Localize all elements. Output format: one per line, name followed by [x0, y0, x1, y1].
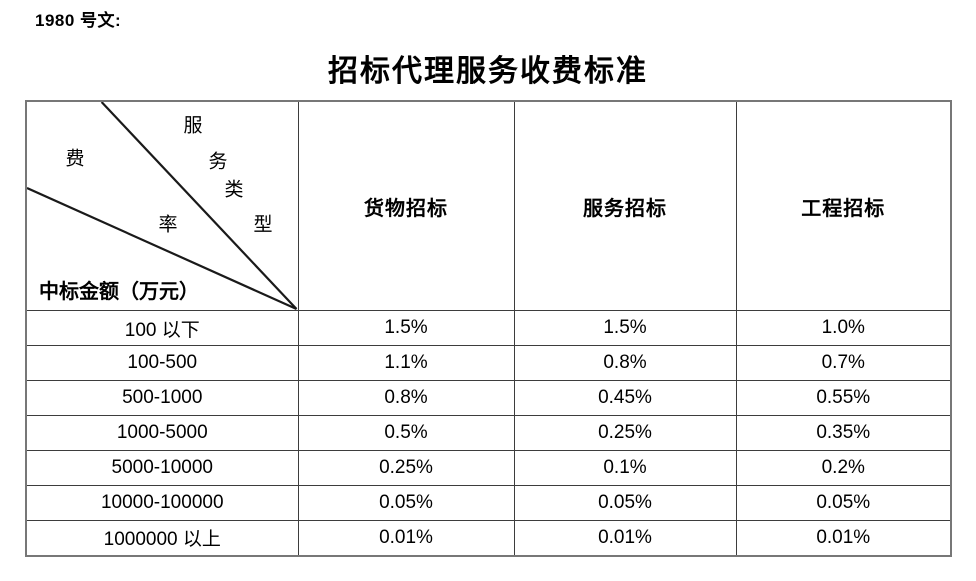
- corner-char-fee-1: 费: [65, 148, 85, 170]
- fee-cell: 0.01%: [297, 520, 515, 556]
- corner-char-service-4: 型: [253, 214, 273, 236]
- table-row: 100-500 1.1% 0.8% 0.7%: [25, 345, 952, 381]
- table-row: 500-1000 0.8% 0.45% 0.55%: [25, 380, 952, 416]
- fee-cell: 0.8%: [297, 380, 515, 416]
- row-label: 1000-5000: [25, 415, 299, 451]
- table-row: 1000-5000 0.5% 0.25% 0.35%: [25, 415, 952, 451]
- fee-cell: 0.1%: [513, 450, 737, 486]
- row-axis-label: 中标金额（万元）: [39, 281, 199, 303]
- corner-char-service-2: 务: [208, 151, 228, 173]
- row-label: 10000-100000: [25, 485, 299, 521]
- fee-cell: 0.55%: [735, 380, 952, 416]
- column-header-service: 服务招标: [513, 100, 737, 311]
- table-row: 5000-10000 0.25% 0.1% 0.2%: [25, 450, 952, 486]
- column-header-engineering: 工程招标: [735, 100, 952, 311]
- table-row: 100 以下 1.5% 1.5% 1.0%: [25, 310, 952, 346]
- fee-cell: 0.8%: [513, 345, 737, 381]
- fee-cell: 0.25%: [297, 450, 515, 486]
- table-row: 10000-100000 0.05% 0.05% 0.05%: [25, 485, 952, 521]
- row-label: 100 以下: [25, 310, 299, 346]
- corner-char-service-3: 类: [224, 179, 244, 201]
- row-label: 1000000 以上: [25, 520, 299, 556]
- fee-cell: 0.25%: [513, 415, 737, 451]
- row-label: 500-1000: [25, 380, 299, 416]
- fee-cell: 1.0%: [735, 310, 952, 346]
- diagonal-corner-cell: 服 务 类 型 费 率 中标金额（万元）: [25, 100, 299, 311]
- fee-cell: 0.45%: [513, 380, 737, 416]
- fee-cell: 1.5%: [513, 310, 737, 346]
- fee-cell: 0.35%: [735, 415, 952, 451]
- row-label: 5000-10000: [25, 450, 299, 486]
- doc-ref-label: 1980 号文:: [35, 11, 122, 30]
- fee-cell: 0.05%: [297, 485, 515, 521]
- page-title: 招标代理服务收费标准: [328, 55, 648, 88]
- corner-char-fee-2: 率: [158, 214, 178, 236]
- fee-cell: 1.5%: [297, 310, 515, 346]
- fee-cell: 0.01%: [513, 520, 737, 556]
- fee-cell: 0.01%: [735, 520, 952, 556]
- fee-cell: 0.2%: [735, 450, 952, 486]
- row-label: 100-500: [25, 345, 299, 381]
- fee-cell: 0.5%: [297, 415, 515, 451]
- fee-cell: 0.05%: [735, 485, 952, 521]
- fee-cell: 0.7%: [735, 345, 952, 381]
- table-header-row: 服 务 类 型 费 率 中标金额（万元） 货物招标 服务招标 工程招标: [25, 100, 952, 311]
- fee-standard-table: 服 务 类 型 费 率 中标金额（万元） 货物招标 服务招标 工程招标 100 …: [25, 100, 952, 557]
- column-header-goods: 货物招标: [297, 100, 515, 311]
- table-row: 1000000 以上 0.01% 0.01% 0.01%: [25, 520, 952, 556]
- fee-cell: 0.05%: [513, 485, 737, 521]
- fee-cell: 1.1%: [297, 345, 515, 381]
- corner-char-service-1: 服: [183, 115, 203, 137]
- diagonal-split-lines: [27, 102, 298, 310]
